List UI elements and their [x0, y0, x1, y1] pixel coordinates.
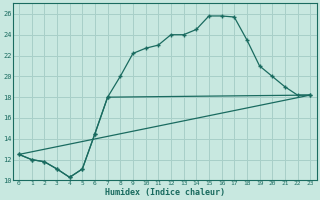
X-axis label: Humidex (Indice chaleur): Humidex (Indice chaleur) — [105, 188, 225, 197]
